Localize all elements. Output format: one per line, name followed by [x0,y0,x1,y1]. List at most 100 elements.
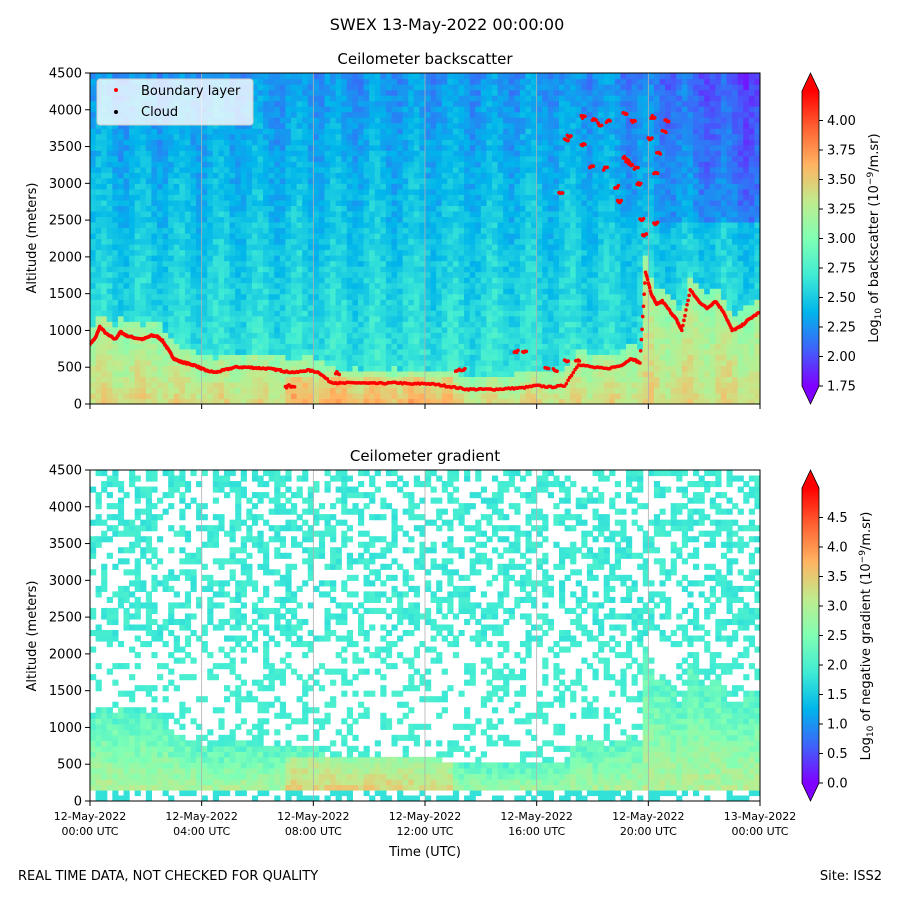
backscatter-cell [106,150,113,157]
backscatter-cell [419,89,426,96]
backscatter-cell [525,221,532,229]
backscatter-cell [497,376,504,383]
backscatter-cell [542,144,549,151]
backscatter-cell [313,144,320,151]
backscatter-cell [391,321,398,328]
backscatter-cell [207,232,214,240]
backscatter-cell [492,139,499,146]
backscatter-cell [173,73,180,80]
backscatter-cell [419,326,426,333]
backscatter-cell [380,122,387,129]
backscatter-cell [263,166,270,173]
backscatter-cell [536,249,543,256]
backscatter-cell [190,288,197,295]
backscatter-cell [430,249,437,256]
backscatter-cell [419,249,426,256]
backscatter-cell [140,188,147,195]
backscatter-cell [436,199,443,206]
backscatter-cell [452,161,460,168]
backscatter-cell [413,89,421,96]
backscatter-cell [257,277,264,284]
backscatter-cell [291,78,298,85]
backscatter-cell [246,288,253,295]
backscatter-cell [452,277,460,284]
backscatter-cell [190,354,197,361]
backscatter-cell [145,183,153,190]
backscatter-cell [129,354,136,361]
backscatter-cell [458,133,465,140]
backscatter-cell [224,332,231,339]
backscatter-cell [525,321,532,328]
backscatter-cell [162,288,169,295]
backscatter-cell [486,321,493,328]
backscatter-cell [358,188,365,195]
backscatter-cell [514,150,521,157]
backscatter-cell [413,95,421,102]
backscatter-cell [547,255,555,262]
backscatter-cell [279,255,287,262]
backscatter-cell [123,304,130,311]
backscatter-cell [246,150,253,157]
backscatter-cell [190,321,197,328]
backscatter-cell [246,161,253,168]
backscatter-cell [536,271,543,278]
backscatter-cell [374,365,381,372]
backscatter-cell [391,188,398,195]
backscatter-cell [296,337,303,344]
backscatter-cell [274,260,281,267]
backscatter-cell [391,354,398,361]
backscatter-cell [229,172,236,179]
backscatter-cell [508,95,515,102]
backscatter-cell [196,221,203,229]
backscatter-cell [162,139,169,146]
backscatter-cell [374,205,381,212]
backscatter-cell [352,117,359,124]
backscatter-cell [274,326,281,333]
backscatter-cell [279,73,287,80]
backscatter-cell [184,310,192,317]
backscatter-cell [151,221,158,229]
backscatter-cell [475,249,482,256]
backscatter-cell [324,260,331,267]
backscatter-cell [229,359,236,366]
backscatter-cell [419,370,426,378]
backscatter-cell [341,354,348,361]
backscatter-cell [123,205,130,212]
backscatter-cell [447,282,454,289]
backscatter-cell [508,238,515,245]
backscatter-cell [419,315,426,322]
backscatter-cell [268,244,275,251]
backscatter-cell [408,117,415,124]
backscatter-cell [486,238,493,245]
backscatter-cell [441,172,448,179]
backscatter-cell [235,221,242,229]
backscatter-cell [285,227,292,234]
backscatter-cell [173,122,180,129]
backscatter-cell [536,299,543,306]
backscatter-cell [140,166,147,173]
backscatter-cell [318,89,326,96]
backscatter-cell [318,348,326,355]
backscatter-cell [503,365,510,372]
backscatter-cell [251,255,259,262]
backscatter-cell [129,144,136,151]
backscatter-cell [123,194,130,201]
backscatter-cell [441,370,448,378]
backscatter-cell [324,194,331,201]
backscatter-cell [179,293,186,300]
backscatter-cell [106,304,113,311]
backscatter-cell [112,343,119,350]
backscatter-cell [492,348,499,355]
backscatter-cell [235,122,242,129]
backscatter-cell [257,310,264,317]
backscatter-cell [374,326,381,333]
backscatter-cell [196,376,203,383]
backscatter-cell [503,183,510,190]
backscatter-cell [218,354,225,361]
backscatter-cell [441,100,448,107]
backscatter-cell [447,155,454,162]
backscatter-cell [464,282,471,289]
backscatter-cell [212,199,220,206]
backscatter-cell [419,161,426,168]
backscatter-cell [514,288,521,295]
